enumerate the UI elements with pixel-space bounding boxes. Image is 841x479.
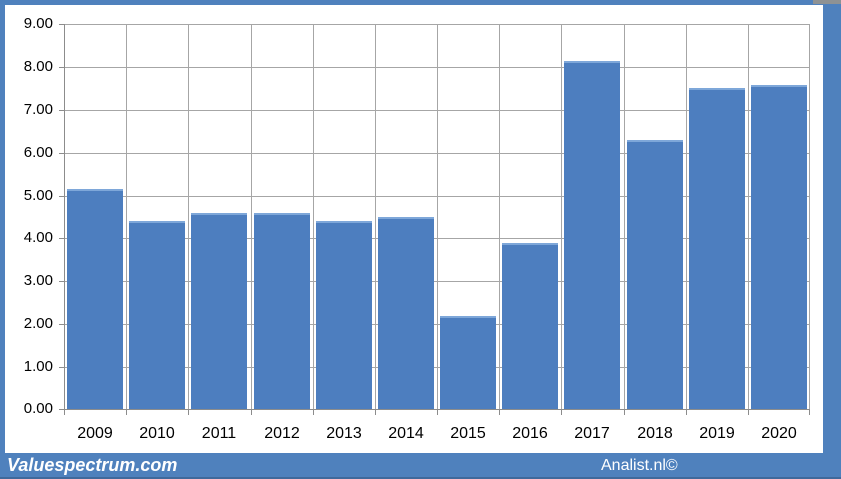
plot-right-border (809, 24, 810, 410)
plot-top-border (64, 24, 810, 25)
y-axis-label: 9.00 (23, 15, 53, 32)
y-axis-tick (59, 153, 64, 154)
v-gridline (188, 24, 189, 410)
x-axis-line (64, 409, 810, 410)
y-axis-tick (59, 367, 64, 368)
x-axis-tick (437, 410, 438, 415)
bar-2010 (129, 221, 185, 410)
plot-area (59, 24, 810, 415)
bar-2018 (627, 140, 683, 410)
x-axis-tick (188, 410, 189, 415)
v-gridline (499, 24, 500, 410)
y-axis-label: 6.00 (23, 144, 53, 161)
v-gridline (437, 24, 438, 410)
y-axis-tick (59, 110, 64, 111)
chart-canvas: 9.00 8.00 7.00 6.00 5.00 4.00 3.00 2.00 1.00 0.00… (5, 5, 823, 453)
v-gridline (561, 24, 562, 410)
v-gridline (624, 24, 625, 410)
footer-bottom-edge (0, 477, 841, 479)
footer-credit-analist: Analist.nl© (601, 457, 678, 474)
y-axis-tick (59, 67, 64, 68)
bar-2012 (254, 213, 310, 410)
x-axis-label: 2010 (139, 425, 175, 442)
y-axis-label: 4.00 (23, 229, 53, 246)
bar-2015 (440, 316, 496, 410)
y-axis-label: 0.00 (23, 400, 53, 417)
x-axis-tick (809, 410, 810, 415)
v-gridline (686, 24, 687, 410)
x-axis-tick (313, 410, 314, 415)
y-axis-label: 7.00 (23, 101, 53, 118)
y-axis-tick (59, 324, 64, 325)
x-axis-label: 2009 (77, 425, 113, 442)
x-axis-label: 2015 (450, 425, 486, 442)
x-axis-tick (375, 410, 376, 415)
y-axis-tick (59, 24, 64, 25)
y-axis-tick (59, 281, 64, 282)
x-axis-label: 2013 (326, 425, 362, 442)
x-axis-tick (748, 410, 749, 415)
v-gridline (251, 24, 252, 410)
v-gridline (375, 24, 376, 410)
v-gridline (126, 24, 127, 410)
bar-2020 (751, 85, 807, 410)
bar-2016 (502, 243, 558, 410)
bar-2017 (564, 61, 620, 410)
v-gridline (313, 24, 314, 410)
y-axis-line (64, 24, 65, 410)
y-axis-label: 3.00 (23, 272, 53, 289)
y-axis-label: 1.00 (23, 358, 53, 375)
bar-2014 (378, 217, 434, 410)
x-axis-label: 2016 (512, 425, 548, 442)
footer-bar: Valuespectrum.com Analist.nl© (0, 453, 841, 479)
x-axis-tick (251, 410, 252, 415)
y-axis-tick (59, 196, 64, 197)
frame-corner-strip (813, 0, 841, 4)
y-axis-label: 5.00 (23, 187, 53, 204)
bar-2019 (689, 88, 745, 410)
x-axis-tick (126, 410, 127, 415)
x-axis-label: 2012 (264, 425, 300, 442)
y-axis-label: 8.00 (23, 58, 53, 75)
bar-2009 (67, 189, 123, 410)
x-axis-tick (499, 410, 500, 415)
x-axis-label: 2020 (761, 425, 797, 442)
x-axis-tick (686, 410, 687, 415)
x-axis-label: 2019 (699, 425, 735, 442)
y-axis-tick (59, 238, 64, 239)
x-axis-label: 2018 (637, 425, 673, 442)
y-axis-tick (59, 409, 64, 410)
x-axis-tick (64, 410, 65, 415)
x-axis-label: 2017 (574, 425, 610, 442)
x-axis-label: 2014 (388, 425, 424, 442)
x-axis-tick (624, 410, 625, 415)
x-axis-tick (561, 410, 562, 415)
bar-2013 (316, 221, 372, 410)
y-axis-label: 2.00 (23, 315, 53, 332)
v-gridline (748, 24, 749, 410)
footer-brand-valuespectrum: Valuespectrum.com (7, 455, 178, 475)
bar-2011 (191, 213, 247, 410)
x-axis-label: 2011 (201, 425, 237, 442)
